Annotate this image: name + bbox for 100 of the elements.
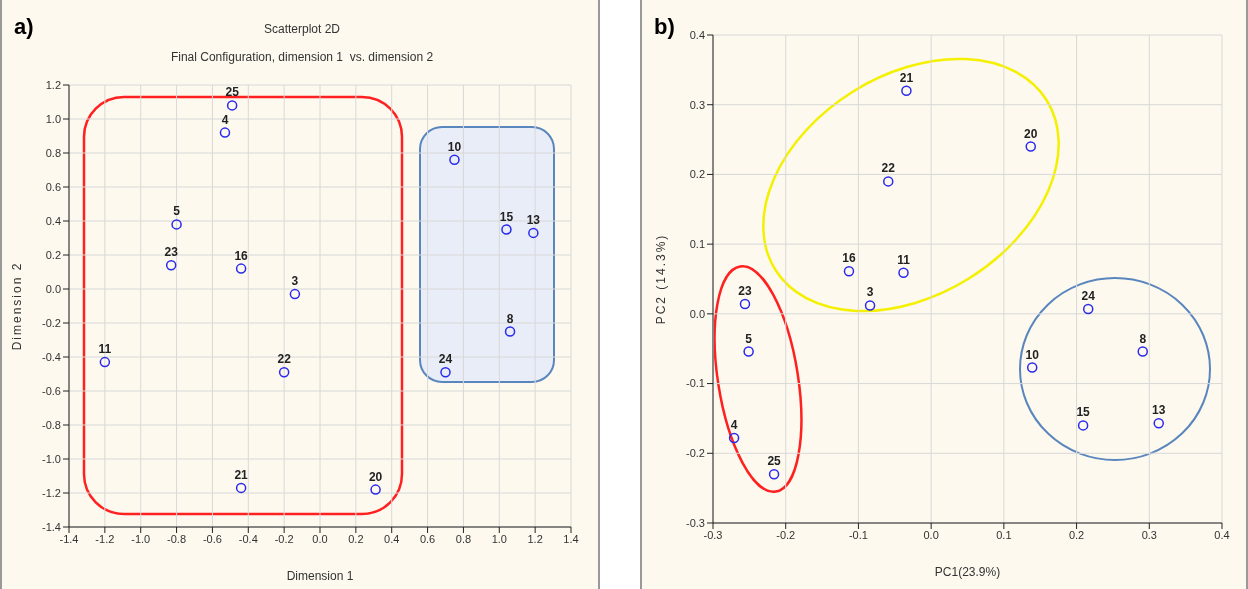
annotation: 20 xyxy=(368,469,383,484)
point xyxy=(370,484,381,495)
point xyxy=(1077,420,1089,431)
x-tick-label: 0.4 xyxy=(1214,528,1230,541)
point xyxy=(235,482,247,494)
y-tick-label: -0.4 xyxy=(42,350,61,363)
x-tick-label: -1.0 xyxy=(131,532,151,545)
annotation: 4 xyxy=(730,417,738,432)
annotation: 3 xyxy=(866,285,874,300)
text: a) xyxy=(14,14,34,40)
point xyxy=(864,300,876,311)
point xyxy=(743,346,754,357)
x-tick-label: 0.6 xyxy=(419,532,436,545)
y-tick-label: 0.1 xyxy=(689,238,705,251)
x-tick-label: -0.1 xyxy=(848,528,868,541)
y-tick-label: 0.8 xyxy=(45,146,61,159)
annotation: 11 xyxy=(98,342,112,357)
x-tick-label: -0.3 xyxy=(703,528,723,541)
annotation: 21 xyxy=(899,70,914,85)
y-tick-label: -0.1 xyxy=(686,377,705,390)
x-tick-label: -0.4 xyxy=(238,532,258,545)
point xyxy=(165,259,177,271)
x-tick-label: -0.2 xyxy=(274,532,294,545)
annotation: 13 xyxy=(526,212,541,227)
x-tick-label: -0.8 xyxy=(167,532,187,545)
y-tick-label: 0.0 xyxy=(689,307,705,320)
y-tick-label: 1.2 xyxy=(45,78,61,91)
annotation: 5 xyxy=(173,204,181,219)
annotation: 16 xyxy=(842,251,856,266)
x-tick-label: -1.2 xyxy=(95,532,115,545)
x-tick-label: 0.2 xyxy=(348,532,364,545)
point xyxy=(99,356,111,368)
annotation: 16 xyxy=(234,248,249,263)
y-axis-title: Dimension 2 xyxy=(10,261,25,351)
x-tick-label: 0.1 xyxy=(996,528,1012,541)
y-tick-label: 0.2 xyxy=(45,248,61,261)
y-tick-label: -1.0 xyxy=(42,452,61,465)
x-tick-label: 0.0 xyxy=(923,528,939,541)
point xyxy=(171,219,182,230)
y-tick-label: -0.2 xyxy=(42,316,61,329)
annotation: 13 xyxy=(1152,403,1166,418)
y-axis-title: PC2 (14.3%) xyxy=(654,233,669,325)
point xyxy=(768,468,780,480)
point xyxy=(528,227,539,239)
y-tick-label: 0.3 xyxy=(689,98,705,111)
x-axis-title: Dimension 1 xyxy=(286,569,354,583)
point xyxy=(440,367,451,378)
point xyxy=(278,367,290,378)
annotation: 25 xyxy=(225,85,240,100)
point xyxy=(1025,141,1037,152)
y-tick-label: -0.6 xyxy=(42,384,61,397)
chart-subtitle: Final Configuration, dimension 1 vs. dimension 2 xyxy=(169,50,435,64)
point xyxy=(739,298,751,310)
point xyxy=(226,100,238,111)
point xyxy=(1153,418,1164,429)
annotation: 10 xyxy=(447,139,462,154)
y-tick-label: 0.6 xyxy=(45,180,61,193)
y-tick-label: 0.4 xyxy=(689,28,705,41)
annotation: 22 xyxy=(277,352,292,367)
point xyxy=(1026,362,1038,373)
y-tick-label: 0.2 xyxy=(689,168,705,181)
y-tick-label: 0.4 xyxy=(45,214,61,227)
point xyxy=(901,85,912,97)
point xyxy=(449,154,460,166)
x-tick-label: 0.2 xyxy=(1068,528,1085,541)
x-tick-label: 1.2 xyxy=(527,532,543,545)
annotation: 24 xyxy=(1081,288,1096,303)
x-tick-label: -0.2 xyxy=(776,528,796,541)
x-tick-label: 0.4 xyxy=(384,532,400,545)
point xyxy=(1137,346,1149,357)
annotation: 22 xyxy=(881,161,896,176)
chart-title: Scatterplot 2D xyxy=(263,22,341,36)
point xyxy=(882,176,894,187)
x-tick-label: 1.4 xyxy=(563,532,579,545)
annotation: 25 xyxy=(767,454,782,469)
y-tick-label: 1.0 xyxy=(45,112,61,125)
annotation: 3 xyxy=(291,274,299,289)
annotation: 23 xyxy=(164,245,179,260)
annotation: 4 xyxy=(221,112,229,127)
x-tick-label: 0.0 xyxy=(312,532,328,545)
annotation: 5 xyxy=(745,331,753,346)
point xyxy=(728,432,740,444)
point xyxy=(235,263,247,274)
y-tick-label: -1.4 xyxy=(42,520,61,533)
point xyxy=(501,224,512,235)
point xyxy=(219,127,231,138)
point xyxy=(898,267,909,278)
y-tick-label: -0.3 xyxy=(686,516,705,529)
x-axis-title: PC1(23.9%) xyxy=(934,565,1001,579)
annotation: 8 xyxy=(1139,331,1147,346)
y-tick-label: 0.0 xyxy=(45,282,61,295)
point xyxy=(504,326,516,337)
point xyxy=(289,288,301,300)
annotation: 15 xyxy=(499,209,514,224)
x-tick-label: 0.3 xyxy=(1141,528,1157,541)
point xyxy=(1082,303,1094,315)
annotation: 11 xyxy=(897,252,911,267)
annotation: 15 xyxy=(1076,405,1091,420)
y-tick-label: -0.8 xyxy=(42,418,61,431)
annotation: 23 xyxy=(738,284,752,299)
